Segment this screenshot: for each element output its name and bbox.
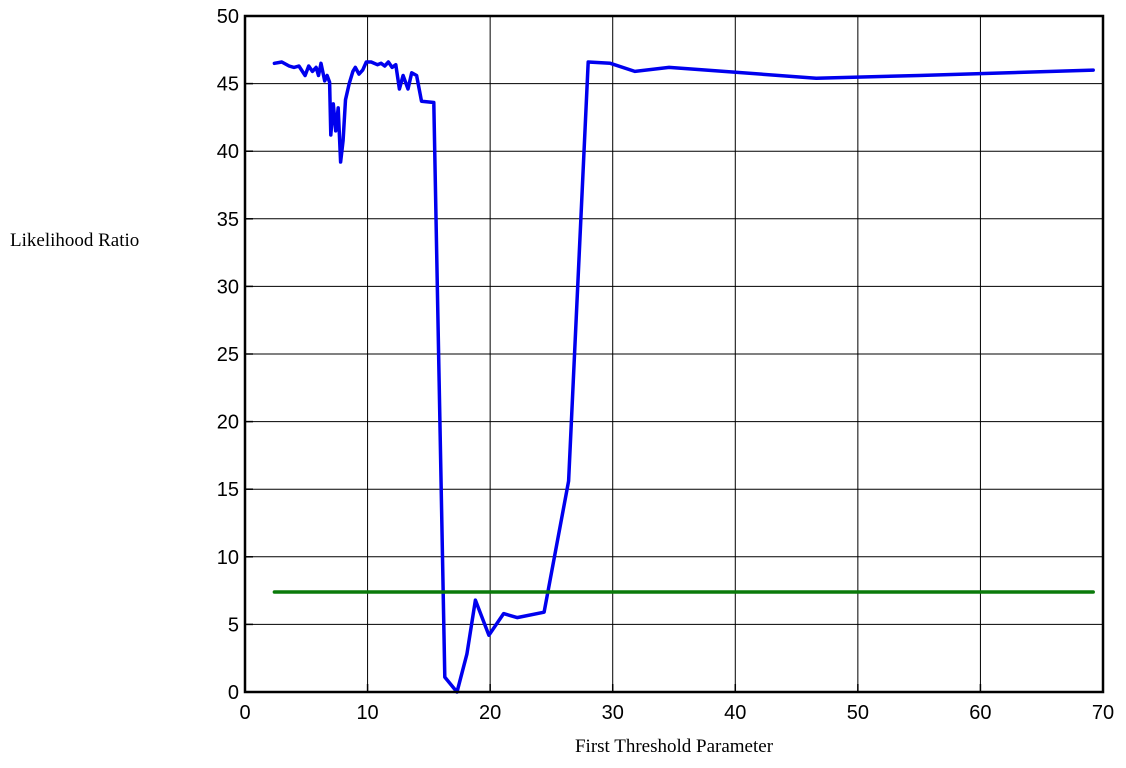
x-tick-label: 60	[969, 702, 991, 724]
y-axis-ticks: 0 5 10 15 20 25 30 35 40 45 50	[217, 6, 253, 704]
grid-lines	[245, 16, 1103, 692]
series-line-1	[272, 60, 1095, 694]
y-tick-label: 20	[217, 412, 239, 434]
x-tick-label: 70	[1092, 702, 1114, 724]
x-tick-label: 20	[479, 702, 501, 724]
x-axis-ticks: 0 10 20 30 40 50 60 70	[239, 684, 1114, 724]
y-tick-label: 45	[217, 74, 239, 96]
x-tick-label: 0	[239, 702, 250, 724]
x-tick-label: 10	[356, 702, 378, 724]
y-tick-label: 0	[228, 682, 239, 704]
y-tick-label: 10	[217, 547, 239, 569]
y-tick-label: 40	[217, 141, 239, 163]
x-tick-label: 30	[602, 702, 624, 724]
x-axis-label: First Threshold Parameter	[575, 736, 774, 757]
x-tick-label: 50	[847, 702, 869, 724]
x-tick-label: 40	[724, 702, 746, 724]
y-tick-label: 25	[217, 344, 239, 366]
y-tick-label: 35	[217, 209, 239, 231]
y-tick-label: 50	[217, 6, 239, 28]
y-tick-label: 30	[217, 276, 239, 298]
y-tick-label: 5	[228, 614, 239, 636]
y-tick-label: 15	[217, 479, 239, 501]
series-layer	[272, 60, 1095, 694]
y-axis-label: Likelihood Ratio	[10, 230, 139, 251]
